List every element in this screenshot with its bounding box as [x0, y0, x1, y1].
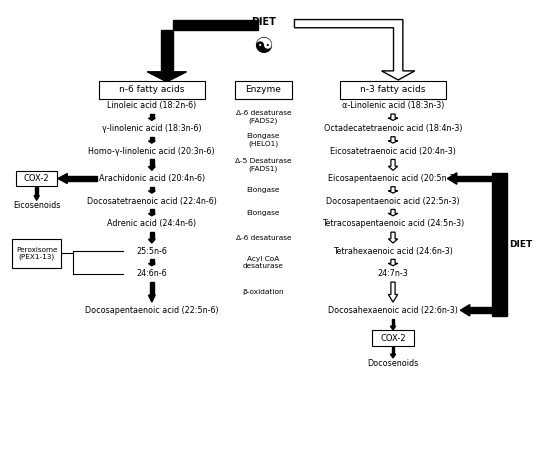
Polygon shape	[35, 187, 38, 196]
Text: Peroxisome
(PEX1-13): Peroxisome (PEX1-13)	[16, 247, 57, 260]
Polygon shape	[389, 114, 398, 120]
FancyBboxPatch shape	[235, 81, 292, 99]
Text: Docosahexaenoic acid (22:6n-3): Docosahexaenoic acid (22:6n-3)	[328, 306, 458, 315]
Text: 25:5n-6: 25:5n-6	[136, 247, 167, 256]
Text: α-Linolenic acid (18:3n-3): α-Linolenic acid (18:3n-3)	[342, 101, 444, 110]
Polygon shape	[389, 260, 398, 266]
Text: Arachidonic acid (20:4n-6): Arachidonic acid (20:4n-6)	[99, 174, 205, 183]
Polygon shape	[150, 137, 154, 141]
Polygon shape	[389, 209, 398, 216]
Polygon shape	[148, 264, 155, 266]
Text: Docosenoids: Docosenoids	[367, 359, 419, 368]
Text: Enzyme: Enzyme	[245, 85, 281, 95]
Polygon shape	[58, 174, 67, 184]
Polygon shape	[150, 232, 154, 239]
Polygon shape	[492, 173, 507, 316]
Text: Tetrahexaenoic acid (24:6n-3): Tetrahexaenoic acid (24:6n-3)	[333, 247, 453, 256]
Polygon shape	[457, 175, 492, 181]
Polygon shape	[148, 166, 155, 170]
Text: Elongase: Elongase	[247, 210, 280, 216]
Polygon shape	[148, 191, 155, 193]
Text: 24:7n-3: 24:7n-3	[378, 270, 408, 278]
Text: Docosapentaenoic acid (22:5n-6): Docosapentaenoic acid (22:5n-6)	[85, 306, 219, 315]
Text: Docosapentaenoic acid (22:5n-3): Docosapentaenoic acid (22:5n-3)	[326, 197, 460, 206]
FancyBboxPatch shape	[373, 330, 414, 346]
Text: DIET: DIET	[251, 17, 276, 27]
FancyBboxPatch shape	[99, 81, 205, 99]
Polygon shape	[148, 295, 155, 302]
Text: β-oxidation: β-oxidation	[242, 289, 284, 295]
Polygon shape	[148, 239, 155, 243]
Polygon shape	[150, 114, 154, 118]
Polygon shape	[470, 307, 492, 313]
Text: Tetracosapentaenoic acid (24:5n-3): Tetracosapentaenoic acid (24:5n-3)	[322, 219, 464, 228]
Text: 24:6n-6: 24:6n-6	[137, 270, 167, 278]
Polygon shape	[392, 347, 394, 354]
Polygon shape	[390, 326, 396, 330]
Polygon shape	[389, 159, 398, 170]
Polygon shape	[390, 354, 396, 358]
FancyBboxPatch shape	[16, 170, 57, 186]
Polygon shape	[150, 187, 154, 191]
Text: γ-linolenic acid (18:3n-6): γ-linolenic acid (18:3n-6)	[102, 124, 202, 133]
Text: Homo-γ-linolenic acid (20:3n-6): Homo-γ-linolenic acid (20:3n-6)	[88, 147, 215, 156]
Text: Docosatetraenoic acid (22:4n-6): Docosatetraenoic acid (22:4n-6)	[87, 197, 217, 206]
Polygon shape	[150, 159, 154, 166]
Text: Octadecatetraenoic acid (18:4n-3): Octadecatetraenoic acid (18:4n-3)	[324, 124, 462, 133]
Polygon shape	[67, 176, 98, 181]
Text: n-6 fatty acids: n-6 fatty acids	[119, 85, 184, 95]
Text: COX-2: COX-2	[380, 334, 406, 343]
Polygon shape	[150, 282, 154, 295]
Text: n-3 fatty acids: n-3 fatty acids	[360, 85, 426, 95]
Polygon shape	[148, 118, 155, 120]
Text: Elongase
(HELO1): Elongase (HELO1)	[247, 133, 280, 147]
Text: ☯: ☯	[254, 37, 273, 57]
Text: Acyl CoA
desaturase: Acyl CoA desaturase	[243, 256, 284, 269]
Polygon shape	[148, 213, 155, 216]
Polygon shape	[147, 72, 187, 82]
Text: Eicosatetraenoic acid (20:4n-3): Eicosatetraenoic acid (20:4n-3)	[330, 147, 456, 156]
Polygon shape	[460, 304, 470, 316]
Polygon shape	[448, 173, 457, 184]
Text: Eicosenoids: Eicosenoids	[13, 201, 61, 210]
Polygon shape	[150, 209, 154, 213]
Text: Linoleic acid (18:2n-6): Linoleic acid (18:2n-6)	[107, 101, 196, 110]
Polygon shape	[161, 30, 173, 72]
Polygon shape	[173, 20, 258, 30]
FancyBboxPatch shape	[12, 239, 61, 268]
Text: Elongase: Elongase	[247, 187, 280, 193]
Text: Δ-6 desaturase: Δ-6 desaturase	[236, 234, 291, 240]
Polygon shape	[389, 187, 398, 193]
Polygon shape	[389, 137, 398, 143]
Text: DIET: DIET	[509, 240, 532, 249]
Polygon shape	[150, 260, 154, 264]
Text: COX-2: COX-2	[24, 174, 49, 183]
Text: Δ-6 desaturase
(FADS2): Δ-6 desaturase (FADS2)	[236, 111, 291, 124]
Polygon shape	[148, 141, 155, 143]
Polygon shape	[34, 196, 39, 200]
Polygon shape	[389, 232, 398, 243]
Text: Eicosapentaenoic acid (20:5n-3): Eicosapentaenoic acid (20:5n-3)	[328, 174, 458, 183]
Polygon shape	[294, 20, 415, 80]
FancyBboxPatch shape	[340, 81, 446, 99]
Polygon shape	[389, 282, 398, 302]
Polygon shape	[392, 319, 394, 326]
Text: Δ-5 Desaturase
(FADS1): Δ-5 Desaturase (FADS1)	[235, 158, 292, 172]
Text: Adrenic acid (24:4n-6): Adrenic acid (24:4n-6)	[107, 219, 196, 228]
